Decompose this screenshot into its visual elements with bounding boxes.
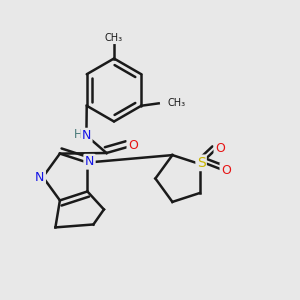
Text: CH₃: CH₃: [105, 33, 123, 43]
Text: N: N: [82, 129, 91, 142]
Text: N: N: [35, 171, 45, 184]
Text: N: N: [35, 171, 45, 184]
Text: O: O: [128, 139, 138, 152]
Text: H: H: [74, 128, 83, 142]
Text: H: H: [74, 128, 83, 142]
Text: O: O: [221, 164, 231, 176]
Text: S: S: [197, 156, 206, 170]
Text: N: N: [82, 129, 91, 142]
Text: N: N: [85, 155, 94, 168]
Text: CH₃: CH₃: [167, 98, 185, 108]
Text: O: O: [215, 142, 225, 155]
Text: N: N: [85, 155, 94, 168]
Text: O: O: [128, 139, 138, 152]
